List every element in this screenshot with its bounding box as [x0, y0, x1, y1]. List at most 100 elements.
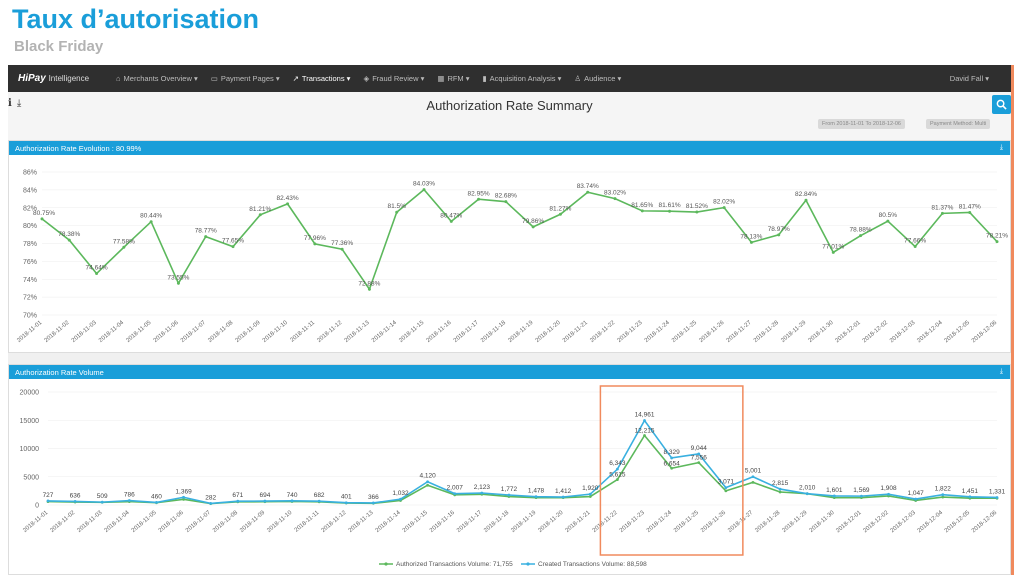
evolution-panel: Authorization Rate Evolution : 80.99% ⤓ …	[8, 140, 1011, 353]
x-tick-label: 2018-11-11	[294, 510, 321, 534]
x-tick-label: 2018-11-29	[780, 320, 808, 344]
data-point	[831, 250, 835, 254]
brand-name: HiPay	[18, 73, 46, 84]
x-tick-label: 2018-11-03	[76, 510, 104, 534]
x-tick-label: 2018-11-14	[371, 320, 399, 344]
chart-line-icon: ↗	[292, 74, 299, 83]
data-label: 78.97%	[768, 226, 790, 233]
x-tick-label: 2018-11-03	[71, 320, 99, 344]
data-label: 78.21%	[986, 233, 1008, 240]
evolution-download-icon[interactable]: ⤓	[999, 144, 1003, 151]
x-tick-label: 2018-11-26	[698, 320, 726, 344]
data-label: 1,822	[935, 486, 952, 493]
data-point	[507, 493, 511, 497]
data-label: 5,615	[609, 472, 626, 479]
x-tick-label: 2018-12-05	[944, 510, 972, 535]
data-point	[859, 234, 863, 238]
data-point	[122, 245, 126, 249]
data-label: 694	[259, 492, 270, 499]
data-label: 77.36%	[331, 240, 353, 247]
data-label: 282	[205, 494, 216, 501]
users-icon: ♙	[574, 74, 582, 83]
data-point	[182, 495, 185, 499]
data-label: 2,010	[799, 485, 816, 492]
data-point	[340, 247, 344, 251]
data-label: 80.47%	[440, 212, 462, 219]
volume-panel-title: Authorization Rate Volume	[15, 368, 104, 377]
y-tick-label: 84%	[23, 187, 37, 194]
data-label: 81.5%	[387, 203, 406, 210]
data-point	[561, 495, 565, 499]
user-menu[interactable]: David Fall ▾	[949, 74, 989, 83]
y-tick-label: 80%	[23, 223, 37, 230]
brand-logo[interactable]: HiPay Intelligence	[18, 73, 112, 84]
data-point	[778, 487, 782, 491]
data-label: 77.96%	[304, 235, 326, 242]
data-label: 83.74%	[577, 183, 599, 190]
nav-item-3[interactable]: ◈ Fraud Review ▾	[363, 74, 424, 83]
nav-item-label: Audience ▾	[584, 74, 622, 83]
x-tick-label: 2018-11-21	[565, 510, 593, 534]
data-point	[887, 492, 890, 496]
x-tick-label: 2018-11-22	[592, 510, 620, 534]
legend-swatch-dot	[526, 562, 530, 566]
nav-item-label: Payment Pages ▾	[220, 74, 280, 83]
x-tick-label: 2018-11-21	[562, 320, 590, 344]
x-tick-label: 2018-11-16	[426, 320, 454, 344]
x-tick-label: 2018-11-25	[671, 320, 699, 344]
info-icon[interactable]: i	[8, 98, 12, 109]
data-label: 1,047	[908, 490, 925, 497]
page-title: Authorization Rate Summary	[426, 98, 593, 113]
data-point	[722, 206, 726, 210]
data-point	[914, 497, 918, 501]
data-point	[46, 499, 50, 503]
nav-item-label: Transactions ▾	[301, 74, 351, 83]
legend-swatch-dot	[384, 562, 388, 566]
data-point	[588, 492, 592, 496]
x-tick-label: 2018-12-04	[917, 510, 945, 535]
data-point	[832, 494, 836, 498]
data-label: 77.01%	[822, 243, 844, 250]
data-label: 81.61%	[659, 202, 681, 209]
nav-item-1[interactable]: ▭ Payment Pages ▾	[211, 74, 280, 83]
data-label: 78.38%	[58, 231, 80, 238]
data-point	[697, 461, 701, 465]
data-point	[886, 219, 890, 223]
date-range-filter[interactable]: From 2018-11-01 To 2018-12-06	[818, 119, 905, 129]
nav-item-2[interactable]: ↗ Transactions ▾	[293, 74, 351, 83]
search-button[interactable]	[992, 95, 1011, 114]
data-point	[804, 198, 808, 202]
nav-item-5[interactable]: ▮ Acquisition Analysis ▾	[483, 74, 562, 83]
shield-icon: ◈	[363, 74, 370, 83]
download-icon[interactable]: ⤓	[16, 98, 22, 109]
data-point	[860, 494, 863, 498]
x-tick-label: 2018-11-09	[239, 510, 267, 534]
nav-item-6[interactable]: ♙ Audience ▾	[574, 74, 621, 83]
x-tick-label: 2018-11-05	[125, 320, 153, 344]
nav-item-0[interactable]: ⌂ Merchants Overview ▾	[116, 74, 198, 83]
data-point	[588, 495, 592, 498]
x-tick-label: 2018-11-06	[158, 510, 186, 534]
data-label: 79.86%	[522, 218, 544, 225]
bar-chart-icon: ▮	[482, 74, 487, 83]
volume-download-icon[interactable]: ⤓	[999, 368, 1003, 375]
nav-item-4[interactable]: ▦ RFM ▾	[437, 74, 469, 83]
data-point	[100, 500, 104, 504]
nav-item-label: Fraud Review ▾	[372, 74, 425, 83]
data-label: 401	[341, 494, 352, 501]
x-tick-label: 2018-12-01	[834, 320, 862, 345]
data-label: 9,044	[691, 445, 708, 452]
data-point	[697, 452, 701, 456]
nav-item-label: Merchants Overview ▾	[123, 74, 198, 83]
x-tick-label: 2018-11-20	[535, 320, 563, 344]
x-tick-label: 2018-11-04	[98, 320, 126, 344]
data-point	[236, 499, 240, 503]
x-tick-label: 2018-11-28	[754, 510, 782, 534]
data-point	[640, 209, 644, 213]
data-point	[453, 492, 457, 496]
data-point	[399, 497, 402, 501]
data-label: 671	[232, 492, 243, 499]
search-icon	[996, 99, 1007, 110]
series-line-created	[47, 418, 998, 505]
payment-method-filter[interactable]: Payment Method: Multi	[926, 119, 991, 129]
